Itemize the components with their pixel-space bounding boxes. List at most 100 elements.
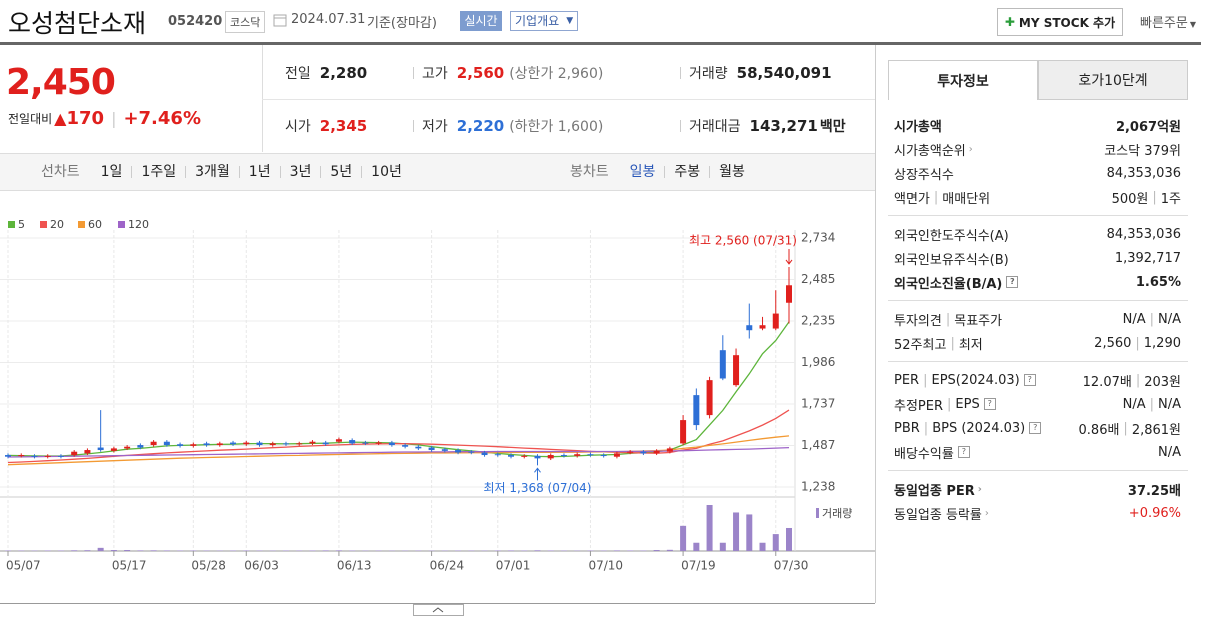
y-tick-label: 1,737 [801, 396, 835, 410]
info-label-text: 배당수익률 [894, 446, 954, 462]
info-value: 12.07배 | 203원 [1083, 371, 1181, 390]
tab-item[interactable]: 주봉 [664, 165, 709, 179]
legend-swatch [118, 221, 125, 228]
info-row: 외국인한도주식수(A) 84,353,036 [888, 222, 1188, 246]
info-label: 동일업종 PER › [894, 480, 982, 499]
help-icon[interactable]: ? [1006, 276, 1019, 288]
summary-item: 거래량 58,540,091 [689, 62, 832, 84]
volume-legend-swatch [816, 508, 819, 518]
separator: | [933, 189, 939, 205]
info-value-text: 203원 [1144, 374, 1181, 390]
my-stock-button[interactable]: ✚ MY STOCK 추가 [997, 8, 1123, 36]
info-value-text: 0.86배 [1078, 422, 1120, 438]
volume-bar [190, 550, 197, 551]
volume-bar [627, 550, 634, 551]
help-icon[interactable]: ? [983, 398, 996, 410]
tab-active[interactable]: 투자정보 [888, 60, 1038, 100]
help-icon[interactable]: ? [1029, 422, 1042, 434]
arrow-icon[interactable]: › [968, 143, 973, 155]
legend-swatch [78, 221, 85, 228]
summary-item: 전일 2,280 [285, 62, 367, 84]
tab-item[interactable]: 10년 [361, 165, 411, 179]
tab[interactable]: 호가10단계 [1038, 60, 1188, 100]
info-label-text: 투자의견 [894, 313, 942, 329]
info-value: N/A | N/A [1123, 397, 1181, 412]
volume-bar [84, 550, 91, 551]
candle-body [587, 454, 594, 456]
info-value: +0.96% [1129, 506, 1181, 521]
collapse-button[interactable] [413, 604, 464, 616]
info-label-text: EPS(2024.03) [931, 372, 1020, 388]
candle-body [216, 443, 223, 446]
help-icon[interactable]: ? [957, 446, 970, 458]
volume-bar [110, 550, 117, 551]
legend-swatch [40, 221, 47, 228]
separator: | [1135, 372, 1141, 388]
info-row: PBR | BPS (2024.03)? 0.86배 | 2,861원 [888, 416, 1188, 440]
candle-body [84, 450, 91, 454]
low-annotation: 최저 1,368 (07/04) [483, 481, 591, 495]
tab-item[interactable]: 3개월 [185, 165, 239, 179]
tab-item[interactable]: 1일 [100, 164, 123, 180]
tab-item[interactable]: 일봉 [629, 164, 656, 180]
summary-item: 저가 2,220 (하한가 1,600) [422, 115, 603, 137]
tab-item[interactable]: 1년 [238, 165, 280, 179]
current-price: 2,450 [6, 62, 116, 103]
info-label: 52주최고 | 최저 [894, 334, 983, 353]
quick-order[interactable]: 빠른주문 ▼ [1140, 12, 1196, 31]
info-section: 외국인한도주식수(A) 84,353,036 외국인보유주식수(B) 1,392,71… [888, 216, 1188, 301]
info-label-text: BPS (2024.03) [932, 420, 1026, 436]
tab-item[interactable]: 1주일 [131, 165, 185, 179]
info-label: 투자의견 | 목표주가 [894, 310, 1002, 329]
candle-body [243, 442, 250, 445]
candle-body [415, 446, 422, 449]
arrow-icon[interactable]: › [977, 483, 982, 495]
info-row: 외국인소진율(B/A)? 1.65% [888, 270, 1188, 294]
price-change: 전일대비 ▲ 170 | +7.46% [8, 108, 201, 129]
info-row: 동일업종 PER › 37.25배 [888, 477, 1188, 501]
info-value: N/A | N/A [1123, 312, 1181, 327]
candle-body [375, 442, 382, 444]
tab-item[interactable]: 3년 [279, 165, 321, 179]
candle-body [534, 455, 541, 459]
info-row: 시가총액 2,067억원 [888, 113, 1188, 137]
info-label-text: 외국인보유주식수(B) [894, 252, 1009, 268]
help-icon[interactable]: ? [1023, 374, 1036, 386]
info-row: 52주최고 | 최저 2,560 | 1,290 [888, 331, 1188, 355]
volume-bar [494, 550, 501, 551]
info-value-text: 2,560 [1094, 335, 1132, 351]
info-label: PER | EPS(2024.03)? [894, 373, 1036, 388]
candle-body [256, 442, 263, 446]
info-label: 시가총액 [894, 116, 942, 135]
up-triangle: ▲ [54, 109, 67, 128]
y-tick-label: 2,485 [801, 272, 835, 286]
candle-body [402, 445, 409, 447]
separator: | [947, 396, 952, 412]
info-label-text: 외국인한도주식수(A) [894, 228, 1009, 244]
realtime-badge[interactable]: 실시간 [460, 11, 502, 31]
arrow-icon[interactable]: › [984, 507, 989, 519]
candle-body [388, 442, 395, 446]
candle-tabs: 봉차트 일봉 주봉 월봉 [561, 154, 754, 190]
candle-body [600, 455, 607, 457]
dropdown-arrow: ▼ [1189, 20, 1196, 29]
summary-extra: (상한가 2,960) [509, 66, 604, 82]
info-row: 투자의견 | 목표주가 N/A | N/A [888, 307, 1188, 331]
info-value-text: N/A [1158, 396, 1181, 412]
volume-bar [163, 550, 170, 551]
separator: | [923, 420, 929, 436]
dropdown-arrow: ▼ [566, 16, 574, 26]
volume-bar [706, 505, 713, 551]
info-value: 1.65% [1136, 275, 1181, 290]
tab-item[interactable]: 월봉 [709, 165, 754, 179]
high-annotation: 최고 2,560 (07/31) [689, 233, 797, 247]
volume-bar [508, 550, 515, 551]
company-menu[interactable]: 기업개요 ▼ [510, 11, 579, 31]
ma-line [7, 409, 790, 464]
tab-item[interactable]: 5년 [320, 165, 361, 179]
quick-order-label: 빠른주문 [1140, 16, 1188, 31]
volume-bar [680, 525, 687, 551]
candle-body [269, 443, 276, 446]
candle-body [455, 450, 462, 453]
divider [680, 120, 681, 132]
